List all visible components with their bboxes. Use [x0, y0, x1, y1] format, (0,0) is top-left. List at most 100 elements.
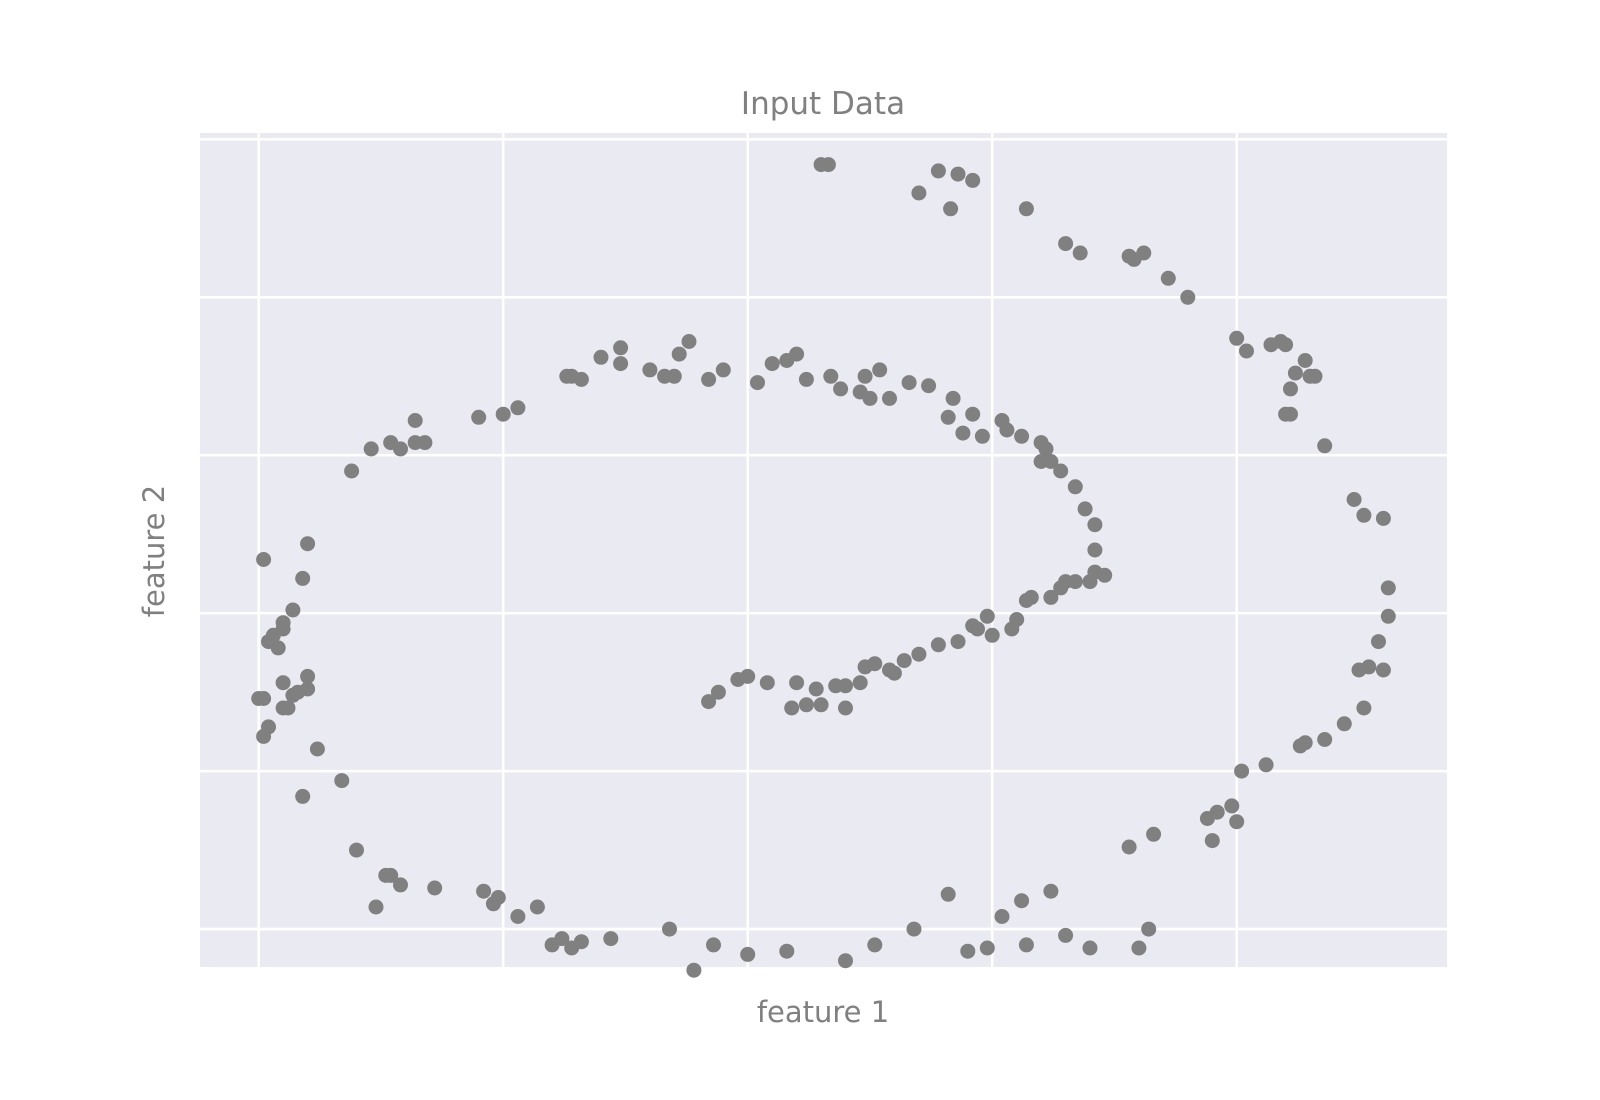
- data-point: [1375, 662, 1391, 678]
- data-point: [1072, 245, 1088, 261]
- data-point: [706, 937, 721, 953]
- data-point: [1058, 927, 1074, 943]
- data-point: [872, 362, 888, 378]
- data-point: [823, 368, 839, 384]
- data-point: [882, 390, 897, 406]
- data-point: [852, 675, 868, 691]
- data-point: [285, 602, 301, 618]
- data-point: [261, 719, 276, 735]
- data-point: [1346, 492, 1362, 507]
- data-point: [300, 536, 316, 552]
- data-point: [960, 943, 976, 959]
- data-point: [808, 681, 824, 697]
- data-point: [1317, 732, 1333, 747]
- data-point: [1356, 507, 1372, 523]
- data-point: [1018, 937, 1034, 953]
- data-point: [1053, 463, 1069, 479]
- data-point: [334, 773, 350, 789]
- data-point: [363, 441, 379, 457]
- data-point: [295, 788, 311, 804]
- data-point: [1234, 763, 1250, 779]
- data-point: [1077, 501, 1093, 517]
- data-point: [510, 909, 526, 924]
- data-point: [921, 378, 937, 394]
- data-point: [529, 899, 545, 915]
- data-point: [1087, 542, 1103, 558]
- data-point: [1283, 406, 1298, 422]
- data-point: [930, 637, 946, 653]
- data-point: [857, 659, 873, 675]
- data-point: [309, 741, 325, 757]
- data-point: [1229, 330, 1245, 346]
- data-point: [1043, 589, 1059, 605]
- data-point: [896, 653, 912, 669]
- data-point: [666, 368, 682, 384]
- grid: [200, 133, 1447, 967]
- data-point: [1043, 883, 1059, 899]
- data-point: [1058, 236, 1074, 252]
- data-point: [779, 943, 795, 959]
- data-point: [965, 172, 981, 188]
- data-point: [256, 691, 272, 706]
- data-point: [906, 921, 922, 937]
- data-point: [940, 409, 956, 425]
- data-point: [1082, 574, 1098, 590]
- data-point: [256, 552, 272, 567]
- data-point: [417, 435, 433, 451]
- data-point: [1082, 940, 1098, 956]
- data-point: [1058, 574, 1074, 590]
- data-point: [427, 880, 443, 896]
- data-point: [701, 371, 717, 387]
- data-point: [1126, 251, 1142, 267]
- data-point: [662, 921, 677, 937]
- data-point: [867, 937, 883, 953]
- data-point: [950, 634, 966, 650]
- data-point: [901, 375, 917, 391]
- data-point: [955, 425, 971, 441]
- data-point: [1336, 716, 1352, 732]
- data-point: [886, 665, 902, 681]
- data-point: [510, 400, 526, 416]
- data-point: [1380, 608, 1396, 624]
- data-point: [1204, 833, 1220, 849]
- data-point: [862, 390, 878, 406]
- y-axis-label: feature 2: [137, 485, 171, 617]
- data-point: [759, 675, 775, 691]
- data-point: [393, 877, 408, 893]
- data-point: [750, 375, 765, 391]
- data-point: [564, 940, 580, 956]
- data-point: [1297, 353, 1313, 368]
- data-point: [710, 684, 726, 700]
- data-point: [1199, 811, 1215, 826]
- data-point: [838, 953, 853, 969]
- data-point: [471, 409, 487, 425]
- data-point: [984, 627, 1000, 643]
- data-point: [1160, 270, 1176, 286]
- data-point: [911, 185, 927, 201]
- data-point: [789, 346, 805, 362]
- data-point: [1307, 368, 1323, 384]
- data-point: [280, 700, 296, 716]
- data-point: [715, 362, 731, 378]
- data-point: [945, 390, 961, 406]
- x-axis-label: feature 1: [757, 995, 889, 1029]
- data-point: [686, 962, 702, 978]
- data-point: [1273, 334, 1289, 349]
- data-point: [857, 368, 873, 384]
- data-point: [1097, 567, 1113, 583]
- chart-title: Input Data: [741, 86, 905, 122]
- data-point: [1239, 343, 1254, 359]
- data-point: [979, 608, 995, 624]
- data-point: [813, 697, 829, 713]
- data-point: [943, 201, 959, 217]
- data-point: [593, 349, 609, 365]
- data-point: [407, 413, 423, 428]
- data-point: [642, 362, 658, 378]
- data-point: [1180, 289, 1196, 305]
- data-point: [1131, 940, 1147, 956]
- data-point: [979, 940, 995, 956]
- data-point: [828, 678, 844, 694]
- data-point: [1087, 517, 1103, 533]
- data-point: [994, 909, 1010, 924]
